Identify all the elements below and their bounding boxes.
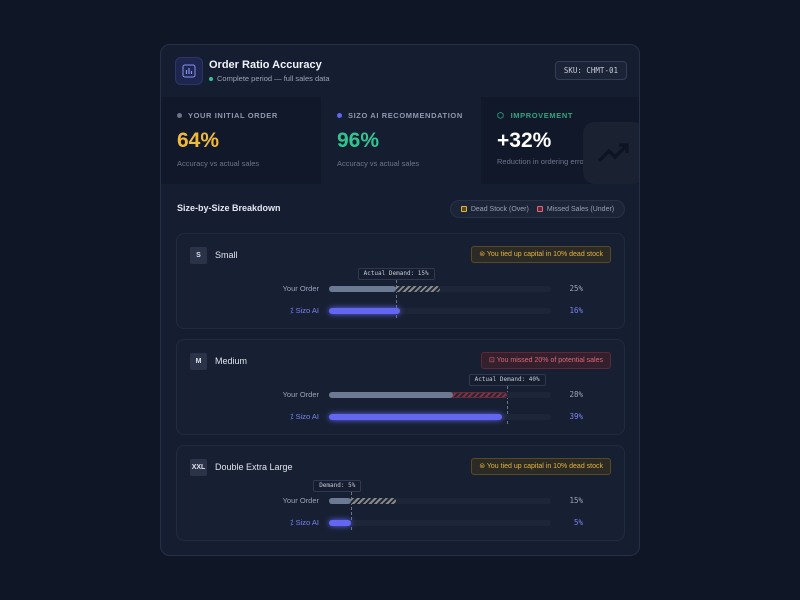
card-header: Order Ratio Accuracy Complete period — f… bbox=[161, 45, 639, 97]
ai-track bbox=[329, 308, 551, 314]
metric-caption: Accuracy vs actual sales bbox=[337, 159, 420, 168]
order-bar bbox=[329, 392, 454, 398]
ai-label-text: Sizo AI bbox=[295, 518, 319, 527]
dot-icon bbox=[177, 113, 182, 118]
card-title: Order Ratio Accuracy bbox=[209, 59, 322, 71]
size-code-badge: XXL bbox=[190, 459, 207, 476]
metric-value: 96% bbox=[337, 129, 380, 152]
order-pct: 15% bbox=[569, 496, 583, 505]
ai-bar bbox=[329, 520, 352, 526]
metrics-strip: YOUR INITIAL ORDER 64% Accuracy vs actua… bbox=[161, 97, 639, 184]
swatch-icon bbox=[536, 205, 543, 212]
metric-ai-recommendation: SIZO AI RECOMMENDATION 96% Accuracy vs a… bbox=[321, 97, 481, 184]
sparkle-icon: ⁒ bbox=[290, 518, 296, 527]
metric-initial-order: YOUR INITIAL ORDER 64% Accuracy vs actua… bbox=[161, 97, 321, 184]
ai-track bbox=[329, 414, 551, 420]
order-track bbox=[329, 392, 551, 398]
legend-dead-stock: Dead Stock (Over) bbox=[460, 205, 529, 213]
size-name: Medium bbox=[215, 356, 248, 366]
dot-icon bbox=[337, 113, 342, 118]
metric-improvement: ⬡ IMPROVEMENT +32% Reduction in ordering … bbox=[481, 97, 639, 184]
metric-caption: Accuracy vs actual sales bbox=[177, 159, 260, 168]
legend-label: Dead Stock (Over) bbox=[470, 205, 529, 213]
alert-text: You tied up capital in 10% dead stock bbox=[486, 463, 603, 470]
demand-marker bbox=[351, 492, 353, 530]
size-card-xxl: XXL Double Extra Large ⊜ You tied up cap… bbox=[176, 445, 625, 541]
ai-label-text: Sizo AI bbox=[295, 306, 319, 315]
swatch-icon bbox=[460, 205, 467, 212]
bar-chart-icon bbox=[175, 57, 203, 85]
demand-label: Actual Demand: 15% bbox=[357, 268, 435, 280]
ai-pct: 39% bbox=[569, 412, 583, 421]
subtitle-text: Complete period — full sales data bbox=[217, 74, 330, 83]
order-pct: 25% bbox=[569, 284, 583, 293]
status-dot bbox=[209, 77, 213, 82]
order-track bbox=[329, 498, 551, 504]
legend-missed-sales: Missed Sales (Under) bbox=[536, 205, 615, 213]
legend-label: Missed Sales (Under) bbox=[546, 205, 615, 213]
demand-label: Demand: 5% bbox=[313, 480, 362, 492]
size-card-s: S Small ⊜ You tied up capital in 10% dea… bbox=[176, 233, 625, 329]
ai-bar bbox=[329, 414, 503, 420]
sparkle-icon: ⁒ bbox=[290, 306, 296, 315]
metric-caption: Reduction in ordering error bbox=[497, 157, 587, 166]
alert-icon: ⊡ bbox=[488, 357, 497, 364]
box-icon: ⊜ bbox=[479, 251, 487, 258]
size-alert: ⊜ You tied up capital in 10% dead stock bbox=[471, 458, 611, 475]
size-code-badge: S bbox=[190, 247, 207, 264]
sparkle-icon: ⬡ bbox=[497, 111, 505, 120]
sparkle-icon: ⁒ bbox=[290, 412, 296, 421]
metric-label: SIZO AI RECOMMENDATION bbox=[348, 111, 463, 120]
ai-label-text: Sizo AI bbox=[295, 412, 319, 421]
order-bar bbox=[329, 498, 352, 504]
dead-stock-bar bbox=[329, 498, 396, 504]
ai-row-label: ⁒ Sizo AI bbox=[290, 306, 319, 315]
sku-badge: SKU: CHMT-01 bbox=[554, 61, 627, 80]
metric-value: +32% bbox=[497, 129, 552, 152]
size-alert: ⊜ You tied up capital in 10% dead stock bbox=[471, 246, 611, 263]
metric-value: 64% bbox=[177, 129, 220, 152]
trending-up-icon bbox=[583, 122, 639, 184]
metric-label: YOUR INITIAL ORDER bbox=[188, 111, 278, 120]
order-row-label: Your Order bbox=[282, 284, 319, 293]
order-bar bbox=[329, 286, 396, 292]
order-pct: 28% bbox=[569, 390, 583, 399]
size-name: Double Extra Large bbox=[215, 462, 293, 472]
ai-pct: 5% bbox=[573, 518, 583, 527]
order-track bbox=[329, 286, 551, 292]
size-card-m: M Medium ⊡ You missed 20% of potential s… bbox=[176, 339, 625, 435]
size-name: Small bbox=[215, 250, 238, 260]
metric-label: IMPROVEMENT bbox=[510, 111, 574, 120]
ai-bar bbox=[329, 308, 401, 314]
order-row-label: Your Order bbox=[282, 496, 319, 505]
alert-text: You missed 20% of potential sales bbox=[496, 357, 603, 364]
ai-pct: 16% bbox=[569, 306, 583, 315]
order-row-label: Your Order bbox=[282, 390, 319, 399]
alert-text: You tied up capital in 10% dead stock bbox=[486, 251, 603, 258]
ai-row-label: ⁒ Sizo AI bbox=[290, 518, 319, 527]
ai-row-label: ⁒ Sizo AI bbox=[290, 412, 319, 421]
card-subtitle: Complete period — full sales data bbox=[209, 74, 330, 83]
demand-marker bbox=[395, 280, 397, 318]
ai-track bbox=[329, 520, 551, 526]
demand-marker bbox=[506, 386, 508, 424]
size-alert: ⊡ You missed 20% of potential sales bbox=[480, 352, 611, 369]
size-code-badge: M bbox=[190, 353, 207, 370]
legend: Dead Stock (Over) Missed Sales (Under) bbox=[450, 200, 625, 218]
demand-label: Actual Demand: 40% bbox=[468, 374, 546, 386]
order-ratio-card: Order Ratio Accuracy Complete period — f… bbox=[160, 44, 640, 556]
breakdown-title: Size-by-Size Breakdown bbox=[177, 203, 281, 213]
box-icon: ⊜ bbox=[479, 463, 487, 470]
